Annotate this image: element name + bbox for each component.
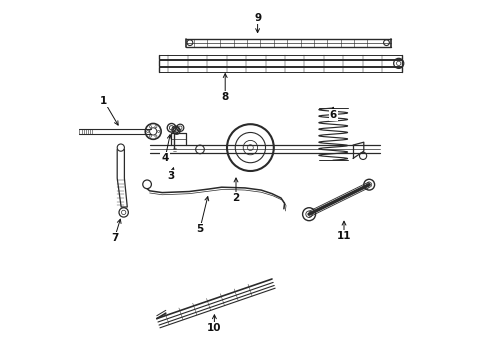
Text: 4: 4 (161, 153, 169, 163)
Text: 7: 7 (111, 233, 119, 243)
Text: 8: 8 (221, 92, 229, 102)
Text: 6: 6 (330, 110, 337, 120)
Text: 3: 3 (168, 171, 175, 181)
Text: 10: 10 (207, 323, 221, 333)
Text: 9: 9 (254, 13, 261, 23)
Text: 11: 11 (337, 231, 351, 241)
Text: 1: 1 (100, 96, 107, 106)
Text: 2: 2 (232, 193, 240, 203)
Text: 5: 5 (196, 224, 204, 234)
